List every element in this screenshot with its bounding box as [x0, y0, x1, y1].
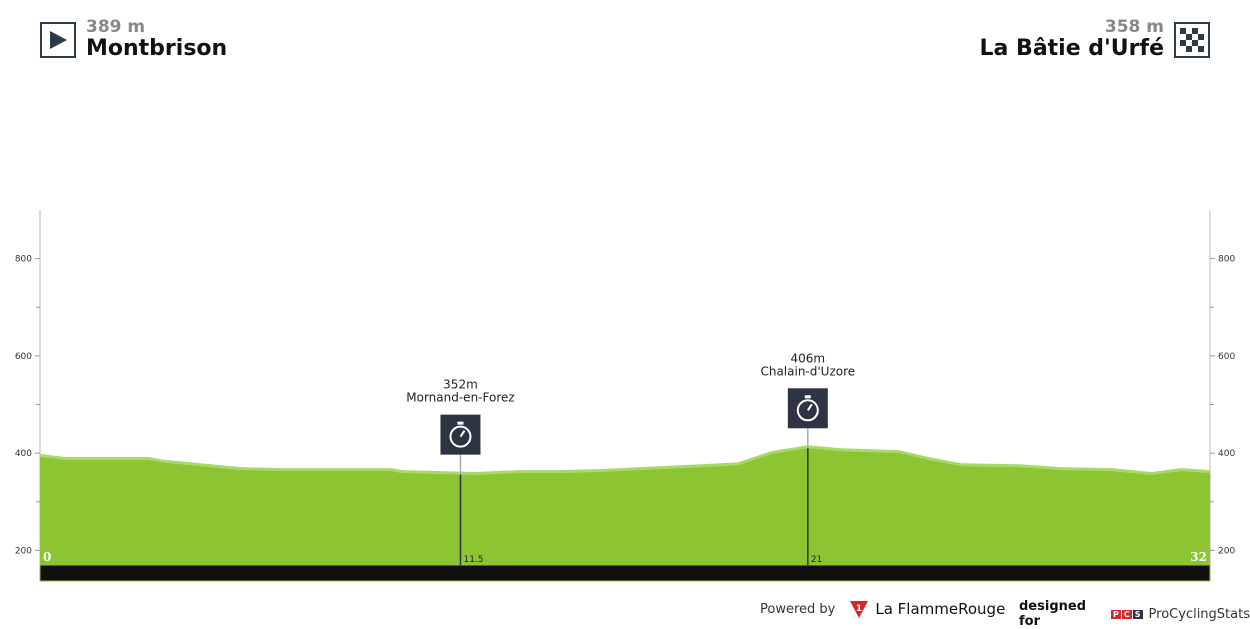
powered-by: Powered by 1 La FlammeRouge — [760, 599, 1005, 619]
elevation-profile-chart: 200 200 400 400 600 600 800 800 0 32 352mMornand-e… — [15, 210, 1235, 582]
x-label-start: 0 — [43, 550, 51, 564]
x-label-end: 32 — [1190, 550, 1207, 564]
y-tick-label-left: 800 — [15, 255, 32, 265]
stopwatch-hand — [806, 403, 813, 411]
stopwatch-icon — [787, 388, 828, 429]
finish-elevation: 358 m — [1104, 17, 1164, 37]
stopwatch-hand — [459, 430, 466, 438]
stopwatch-crown — [804, 395, 811, 399]
play-flag-icon — [40, 22, 76, 58]
y-tick-label-left: 600 — [15, 352, 32, 362]
y-tick-label-right: 800 — [1218, 255, 1235, 265]
procyclingstats-brand[interactable]: ProCyclingStats — [1148, 606, 1250, 622]
marker-elevation: 352m — [443, 378, 478, 392]
stopwatch-crown — [457, 421, 464, 425]
checkered-flag-icon — [1174, 22, 1210, 58]
stopwatch-icon — [440, 414, 481, 455]
powered-by-label: Powered by — [760, 601, 836, 617]
finish-name: La Bâtie d'Urfé — [979, 36, 1164, 61]
y-tick-label-left: 200 — [15, 546, 32, 556]
y-tick-label-left: 400 — [15, 449, 32, 459]
start-elevation: 389 m — [86, 17, 146, 37]
svg-text:1: 1 — [856, 604, 862, 614]
finish-header: 358 m La Bâtie d'Urfé — [980, 18, 1210, 62]
y-tick-label-right: 200 — [1218, 546, 1235, 556]
marker-elevation: 406m — [791, 351, 826, 365]
y-tick-label-right: 600 — [1218, 352, 1235, 362]
elevation-profile-area — [40, 448, 1210, 565]
flamme-rouge-brand[interactable]: La FlammeRouge — [875, 600, 1006, 618]
marker-name: Mornand-en-Forez — [406, 391, 514, 405]
stopwatch-face — [449, 425, 472, 448]
marker-name: Chalain-d'Uzore — [760, 364, 855, 378]
flamme-rouge-logo-icon: 1 — [850, 601, 869, 618]
distance-bar — [39, 564, 1211, 582]
start-name: Montbrison — [86, 36, 228, 61]
marker-km-label: 21 — [811, 555, 822, 565]
start-header: 389 m Montbrison — [40, 18, 227, 62]
marker-km-label: 11.5 — [463, 555, 483, 565]
y-tick-label-right: 400 — [1218, 449, 1235, 459]
stopwatch-face — [796, 399, 819, 422]
